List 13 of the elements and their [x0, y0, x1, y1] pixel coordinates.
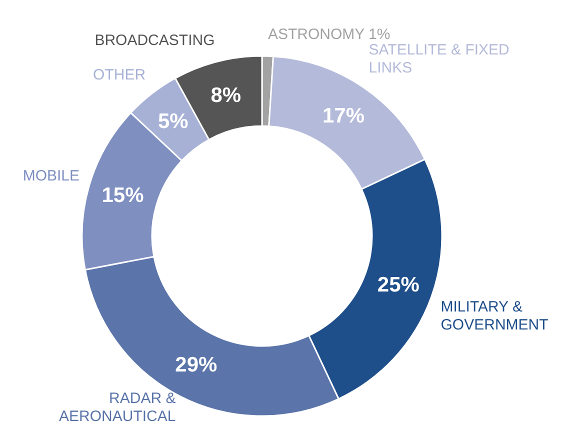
slice-label: MILITARY & GOVERNMENT	[440, 298, 548, 334]
slice-label: BROADCASTING	[94, 32, 215, 50]
data-label: 29%	[175, 354, 218, 377]
data-label: 5%	[158, 110, 189, 133]
slice-label: RADAR & AERONAUTICAL	[59, 390, 176, 425]
slice-label: SATELLITE & FIXED LINKS	[368, 42, 510, 77]
slice-label: ASTRONOMY 1%	[268, 26, 390, 44]
data-label: 8%	[210, 84, 242, 108]
data-label: 25%	[377, 274, 420, 297]
slice-label: OTHER	[93, 66, 146, 84]
data-label: 17%	[322, 104, 365, 128]
slice-label: MOBILE	[22, 167, 80, 184]
data-label: 15%	[102, 184, 144, 208]
